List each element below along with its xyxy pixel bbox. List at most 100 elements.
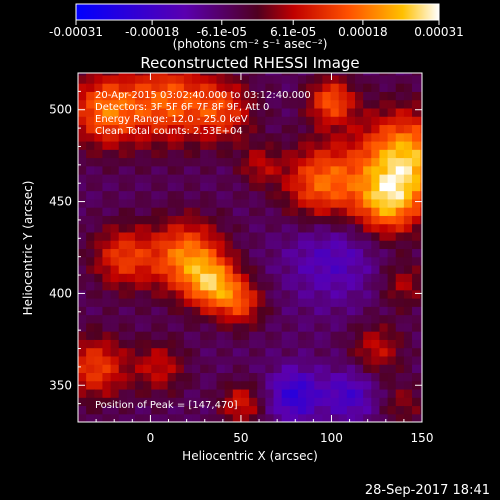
heatmap-cell (151, 182, 161, 192)
heatmap-cell (224, 331, 234, 340)
heatmap-cell (322, 322, 332, 332)
heatmap-cell (257, 314, 266, 324)
heatmap-cell (346, 107, 356, 117)
heatmap-cell (420, 339, 422, 349)
heatmap-cell (175, 132, 185, 142)
heatmap-cell (143, 124, 152, 134)
heatmap-cell (86, 190, 95, 200)
heatmap-cell (281, 273, 291, 283)
heatmap-cell (143, 331, 152, 340)
heatmap-cell (110, 74, 120, 84)
heatmap-cell (192, 91, 201, 101)
heatmap-cell (167, 248, 177, 258)
heatmap-cell (379, 231, 389, 241)
heatmap-cell (183, 240, 193, 250)
heatmap-cell (192, 281, 201, 291)
heatmap-cell (135, 298, 144, 307)
heatmap-cell (175, 405, 185, 415)
heatmap-cell (363, 331, 372, 340)
heatmap-cell (412, 331, 421, 340)
heatmap-cell (412, 273, 421, 283)
heatmap-cell (265, 397, 275, 407)
heatmap-cell (135, 331, 144, 340)
heatmap-cell (126, 355, 136, 365)
heatmap-cell (175, 207, 185, 216)
heatmap-cell (281, 215, 291, 225)
heatmap-cell (135, 157, 144, 167)
heatmap-cell (387, 355, 397, 365)
heatmap-cell (363, 372, 372, 382)
heatmap-cell (110, 264, 120, 274)
heatmap-cell (306, 73, 315, 76)
heatmap-cell (78, 413, 87, 422)
heatmap-cell (159, 124, 169, 134)
heatmap-cell (314, 298, 324, 307)
heatmap-cell (143, 380, 152, 390)
heatmap-cell (151, 73, 161, 76)
heatmap-cell (338, 264, 348, 274)
heatmap-cell (126, 91, 136, 101)
heatmap-cell (306, 174, 315, 183)
heatmap-cell (314, 223, 324, 233)
heatmap-cell (249, 124, 258, 134)
heatmap-cell (322, 364, 332, 374)
heatmap-cell (273, 74, 283, 84)
heatmap-cell (306, 99, 315, 109)
heatmap-cell (94, 413, 104, 422)
heatmap-cell (192, 198, 201, 208)
heatmap-cell (135, 372, 144, 382)
heatmap-cell (289, 124, 299, 134)
heatmap-cell (363, 364, 372, 374)
heatmap-cell (110, 91, 120, 101)
heatmap-cell (126, 397, 136, 407)
heatmap-cell (387, 256, 397, 266)
heatmap-cell (200, 405, 209, 415)
heatmap-cell (395, 364, 405, 374)
heatmap-cell (135, 91, 144, 101)
heatmap-cell (249, 91, 258, 101)
heatmap-cell (175, 256, 185, 266)
heatmap-cell (257, 298, 266, 307)
heatmap-cell (355, 83, 364, 92)
heatmap-cell (257, 140, 266, 150)
heatmap-cell (216, 190, 226, 200)
heatmap-cell (371, 182, 381, 192)
heatmap-cell (322, 331, 332, 340)
heatmap-cell (126, 339, 136, 349)
heatmap-cell (371, 116, 381, 126)
heatmap-cell (297, 355, 307, 365)
heatmap-cell (346, 124, 356, 134)
heatmap-cell (346, 306, 356, 316)
heatmap-cell (200, 231, 209, 241)
heatmap-cell (387, 83, 397, 92)
heatmap-cell (395, 240, 405, 250)
heatmap-cell (363, 347, 372, 357)
heatmap-cell (257, 264, 266, 274)
heatmap-cell (265, 116, 275, 126)
heatmap-cell (224, 372, 234, 382)
heatmap-cell (379, 248, 389, 258)
heatmap-cell (387, 157, 397, 167)
heatmap-cell (265, 364, 275, 374)
heatmap-cell (420, 73, 422, 76)
heatmap-cell (314, 149, 324, 159)
heatmap-cell (208, 380, 218, 390)
heatmap-cell (314, 388, 324, 398)
heatmap-cell (297, 314, 307, 324)
heatmap-cell (200, 91, 209, 101)
heatmap-cell (118, 174, 128, 183)
heatmap-cell (314, 339, 324, 349)
heatmap-cell (289, 157, 299, 167)
heatmap-cell (143, 73, 152, 76)
heatmap-cell (224, 306, 234, 316)
heatmap-cell (159, 157, 169, 167)
heatmap-cell (175, 281, 185, 291)
heatmap-cell (363, 223, 372, 233)
heatmap-cell (363, 157, 372, 167)
heatmap-cell (167, 91, 177, 101)
heatmap-cell (412, 207, 421, 216)
heatmap-cell (167, 83, 177, 92)
heatmap-cell (175, 372, 185, 382)
heatmap-cell (118, 248, 128, 258)
heatmap-cell (265, 107, 275, 117)
